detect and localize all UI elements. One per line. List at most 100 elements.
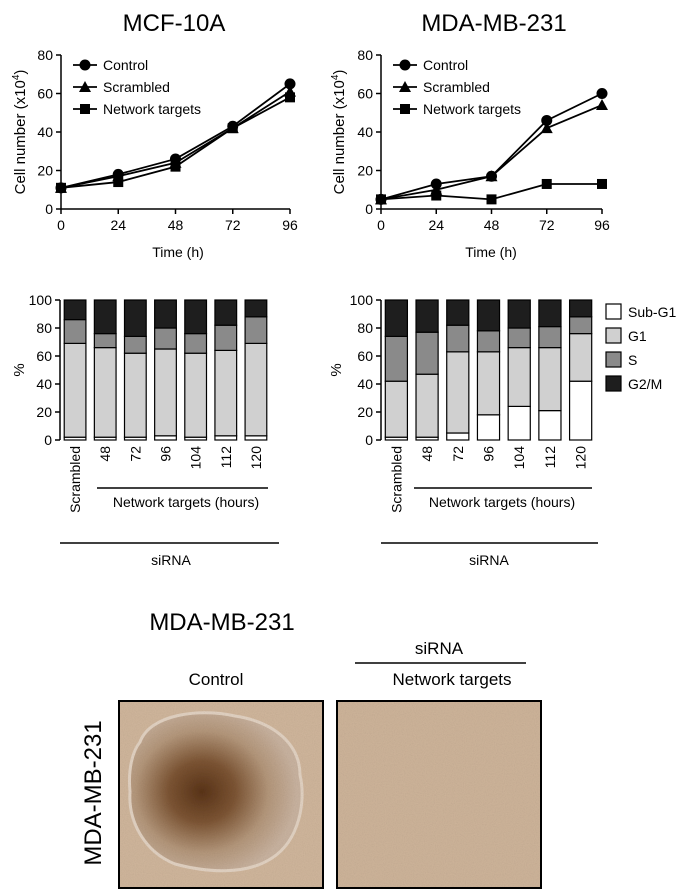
bar-segment-g2-m xyxy=(415,299,439,333)
bar-segment-g1 xyxy=(63,342,87,438)
x-tick-label: 48 xyxy=(484,217,500,233)
y-tick-label: 40 xyxy=(357,376,373,392)
network-targets-micrograph xyxy=(336,700,542,889)
control-micrograph xyxy=(118,700,324,889)
bar-segment-g1 xyxy=(415,373,439,438)
legend-marker-circle xyxy=(399,59,411,71)
bar-segment-g1 xyxy=(568,333,593,382)
bar-segment-g2-m xyxy=(63,299,87,321)
bar-segment-g2-m xyxy=(123,299,147,338)
spheroid-panel: MDA-MB-231 Control siRNA Network targets… xyxy=(80,609,542,889)
y-tick-label: 100 xyxy=(350,292,374,308)
y-tick-label: 20 xyxy=(357,163,373,179)
y-tick-label: 0 xyxy=(365,432,373,448)
network-targets-label: Network targets xyxy=(392,670,511,689)
x-tick-label: 24 xyxy=(428,217,444,233)
bar-segment-g2-m xyxy=(507,299,531,329)
y-tick-label: 40 xyxy=(36,376,52,392)
y-tick-label: 60 xyxy=(37,86,53,102)
x-axis-label: Time (h) xyxy=(465,244,517,260)
legend-label: Sub-G1 xyxy=(628,304,676,320)
y-axis-label: Cell number (x104) xyxy=(11,70,29,195)
legend-label: Network targets xyxy=(423,101,521,117)
y-tick-label: 60 xyxy=(36,348,52,364)
y-axis-label-close: ) xyxy=(331,70,348,75)
mcf10a-cell-cycle-chart: % 0 20 40 60 80 100 Scrambled 48 72 96 104 112 120 N… xyxy=(11,292,279,568)
data-point-triangle xyxy=(540,122,553,134)
bar-segment-sub-g1 xyxy=(538,410,562,441)
category-label: 112 xyxy=(218,446,234,469)
category-label: 96 xyxy=(481,446,497,462)
bar-segment-g2-m xyxy=(93,299,117,335)
data-point-triangle xyxy=(596,99,608,111)
bar-segment-s xyxy=(476,330,501,353)
y-tick-label: 0 xyxy=(45,201,53,217)
data-point-square xyxy=(113,177,124,188)
x-tick-label: 48 xyxy=(168,217,184,233)
y-tick-label: 40 xyxy=(37,124,53,140)
category-label: 112 xyxy=(542,446,558,469)
data-point-square xyxy=(227,123,238,134)
bar-segment-sub-g1 xyxy=(568,380,593,441)
bar-segment-g1 xyxy=(538,347,562,412)
legend-label: Scrambled xyxy=(103,79,170,95)
bar-segment-g2-m xyxy=(476,299,501,332)
y-axis-label-sup: 4 xyxy=(11,74,22,80)
bar-segment-s xyxy=(446,324,470,353)
bar-segment-g1 xyxy=(184,352,208,438)
y-tick-label: 60 xyxy=(357,86,373,102)
chart-title: MCF-10A xyxy=(123,10,226,37)
category-label: 48 xyxy=(97,446,113,462)
cell-cycle-legend: Sub-G1 G1 S G2/M xyxy=(605,303,676,392)
bar-segment-g2-m xyxy=(214,299,238,326)
legend-label: Network targets xyxy=(103,101,201,117)
legend-swatch xyxy=(605,351,622,368)
category-label: 104 xyxy=(511,446,527,470)
y-axis-label-text: Cell number (x10 xyxy=(12,80,29,194)
bar-segment-g1 xyxy=(446,351,470,434)
y-tick-label: 0 xyxy=(365,201,373,217)
category-label: 120 xyxy=(248,446,264,470)
y-axis-label: Cell number (x104) xyxy=(330,70,348,195)
data-point-square xyxy=(285,92,295,103)
y-axis-label-sup: 4 xyxy=(330,74,341,80)
bar-segment-sub-g1 xyxy=(244,435,268,441)
bar-segment-s xyxy=(184,333,208,354)
bar-segment-sub-g1 xyxy=(214,435,238,441)
bar-segment-sub-g1 xyxy=(507,405,531,441)
panel-title: MDA-MB-231 xyxy=(149,609,294,636)
y-tick-label: 80 xyxy=(357,320,373,336)
bar-segment-g1 xyxy=(123,352,147,438)
spheroid xyxy=(128,711,304,873)
legend-label: Control xyxy=(103,57,148,73)
bar-segment-s xyxy=(568,316,593,335)
control-label: Control xyxy=(189,670,244,689)
data-point-square xyxy=(541,178,552,189)
data-point-square xyxy=(376,194,386,205)
bar-segment-s xyxy=(538,326,562,349)
x-tick-label: 0 xyxy=(57,217,65,233)
y-tick-label: 20 xyxy=(36,404,52,420)
bar-segment-g1 xyxy=(384,380,409,438)
category-label: 96 xyxy=(158,446,174,462)
bar-segment-s xyxy=(154,327,177,350)
bar-segment-g2-m xyxy=(384,299,409,338)
data-point-circle xyxy=(596,88,608,99)
bar-segment-s xyxy=(384,335,409,382)
category-label: 72 xyxy=(127,446,143,462)
legend-marker-square xyxy=(400,104,410,114)
mcf10a-growth-chart: MCF-10A Cell number (x104) Time (h) 0 24 4… xyxy=(11,10,298,260)
legend-marker-triangle xyxy=(399,81,411,92)
bar-segment-g2-m xyxy=(538,299,562,328)
series-line-circle xyxy=(60,83,291,189)
bar-segment-g1 xyxy=(476,351,501,416)
bar-segment-g2-m xyxy=(154,299,177,329)
bar-segment-g2-m xyxy=(184,299,208,335)
bar-segment-s xyxy=(63,319,87,345)
x-tick-label: 24 xyxy=(110,217,126,233)
data-point-circle xyxy=(284,78,296,90)
y-tick-label: 80 xyxy=(37,47,53,63)
category-label: 104 xyxy=(188,446,204,470)
bar-segment-sub-g1 xyxy=(446,432,470,441)
bar-segment-s xyxy=(507,327,531,349)
